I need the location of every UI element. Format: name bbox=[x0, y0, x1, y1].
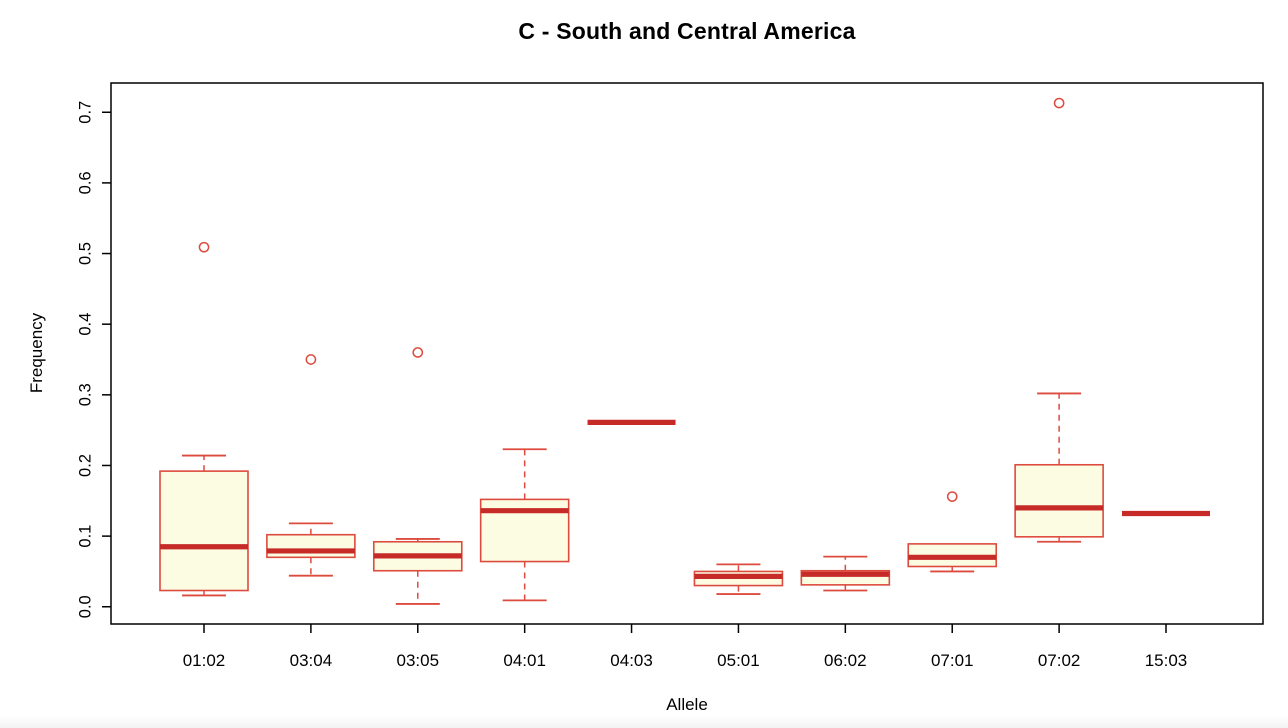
box-06:02 bbox=[800, 555, 891, 592]
x-axis: 01:02 03:04 03:05 04:01 04:03 05:01 06:02 07:01… bbox=[183, 624, 1188, 670]
y-tick-label: 0.1 bbox=[76, 525, 94, 548]
outlier-point bbox=[1053, 97, 1065, 109]
x-tick-label: 03:05 bbox=[397, 651, 440, 670]
y-tick-label: 0.7 bbox=[76, 101, 94, 124]
y-tick-label: 0.3 bbox=[76, 383, 94, 406]
plot-border bbox=[110, 82, 1264, 625]
box-07:01 bbox=[907, 491, 998, 573]
x-tick-label: 07:02 bbox=[1038, 651, 1081, 670]
chart-title: C - South and Central America bbox=[518, 18, 856, 44]
iqr-box bbox=[266, 533, 356, 559]
box-03:04 bbox=[266, 354, 356, 577]
box-03:05 bbox=[372, 347, 463, 605]
window-bottom-edge bbox=[0, 716, 1288, 728]
box-07:02 bbox=[1014, 97, 1104, 543]
x-tick-label: 01:02 bbox=[183, 651, 226, 670]
x-tick-label: 06:02 bbox=[824, 651, 867, 670]
x-tick-label: 15:03 bbox=[1145, 651, 1188, 670]
y-tick-label: 0.5 bbox=[76, 242, 94, 265]
outlier-point bbox=[412, 347, 424, 358]
box-01:02 bbox=[159, 241, 249, 597]
x-tick-label: 03:04 bbox=[290, 651, 333, 670]
box-05:01 bbox=[693, 563, 784, 595]
iqr-box bbox=[159, 470, 249, 592]
x-axis-title: Allele bbox=[666, 695, 708, 714]
y-tick-label: 0.6 bbox=[76, 171, 94, 194]
y-axis: 0.0 0.1 0.2 0.3 0.4 0.5 0.6 0.7 bbox=[76, 101, 111, 618]
x-tick-label: 04:01 bbox=[503, 651, 546, 670]
y-tick-label: 0.2 bbox=[76, 454, 94, 477]
outlier-point bbox=[305, 354, 317, 365]
y-tick-label: 0.4 bbox=[76, 313, 94, 336]
outlier-point bbox=[198, 241, 210, 253]
x-tick-label: 05:01 bbox=[717, 651, 760, 670]
box-04:01 bbox=[479, 448, 570, 602]
x-tick-label: 04:03 bbox=[610, 651, 653, 670]
y-tick-label: 0.0 bbox=[76, 595, 94, 618]
iqr-box bbox=[1014, 463, 1104, 538]
outlier-point bbox=[946, 491, 958, 502]
x-tick-label: 07:01 bbox=[931, 651, 974, 670]
